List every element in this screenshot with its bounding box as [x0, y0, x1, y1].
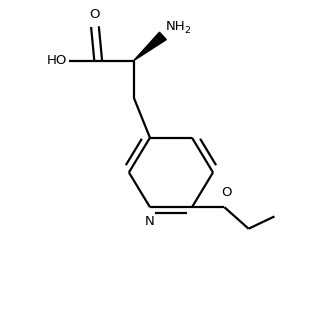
Text: O: O	[222, 186, 232, 198]
Polygon shape	[134, 32, 166, 61]
Text: 2: 2	[184, 26, 190, 35]
Text: N: N	[145, 215, 155, 228]
Text: HO: HO	[47, 54, 67, 67]
Text: O: O	[90, 8, 100, 21]
Text: NH: NH	[166, 20, 186, 33]
